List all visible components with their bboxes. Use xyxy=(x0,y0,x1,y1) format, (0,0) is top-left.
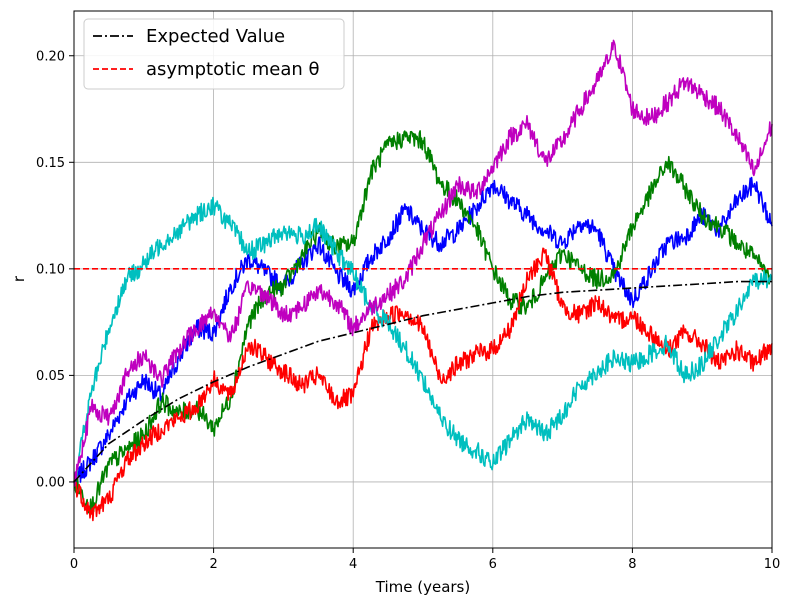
legend-box xyxy=(83,18,345,90)
plot-area xyxy=(74,11,772,548)
y-tick-label: 0.10 xyxy=(36,262,65,277)
x-tick-label: 2 xyxy=(209,557,217,572)
y-tick-label: 0.20 xyxy=(36,49,65,64)
y-tick-label: 0.15 xyxy=(36,156,65,171)
x-tick-label: 10 xyxy=(764,557,781,572)
legend: Expected Value asymptotic mean θ xyxy=(83,18,345,90)
legend-label: Expected Value xyxy=(146,26,285,47)
axis-ticks: 0 2 4 6 8 10 0.00 0.05 0.10 0.15 0.20 xyxy=(36,49,780,572)
expected-value-line xyxy=(73,280,772,483)
y-tick-label: 0.05 xyxy=(36,369,65,384)
x-tick-label: 6 xyxy=(489,557,497,572)
series-layer xyxy=(73,39,773,522)
x-axis-label: Time (years) xyxy=(375,578,470,596)
x-tick-label: 4 xyxy=(349,557,357,572)
y-tick-label: 0.00 xyxy=(36,475,65,490)
plot-frame xyxy=(73,10,773,549)
series-line-4 xyxy=(73,196,773,485)
series-line-3 xyxy=(73,247,773,522)
grid-lines xyxy=(73,11,773,548)
x-tick-label: 8 xyxy=(628,557,636,572)
y-axis-label: r xyxy=(10,275,28,282)
series-line-5 xyxy=(73,39,773,487)
x-tick-label: 0 xyxy=(70,557,78,572)
legend-label: asymptotic mean θ xyxy=(146,59,320,80)
